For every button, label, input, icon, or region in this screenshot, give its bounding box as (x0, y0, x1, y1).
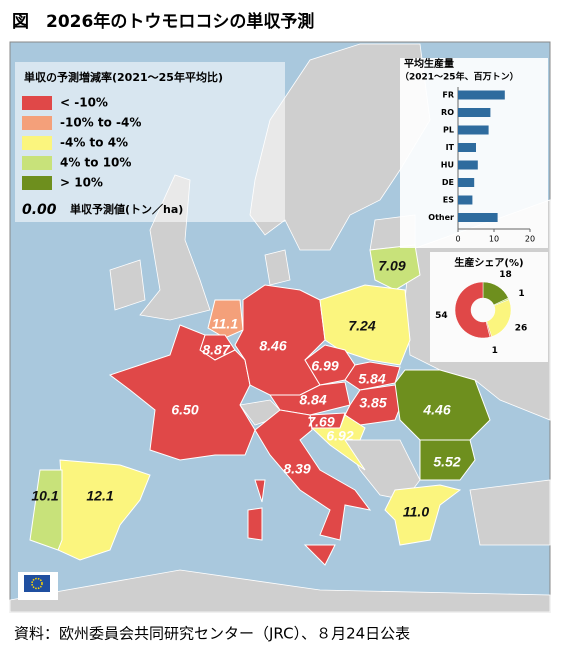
legend-swatch (22, 96, 52, 110)
x-tick-label: 20 (525, 235, 535, 244)
pie-label: 54 (435, 311, 448, 321)
legend-label: -10% to -4% (60, 116, 141, 130)
region-label: 11.1 (212, 316, 238, 332)
region-label: 8.46 (259, 338, 286, 354)
region-label: 6.99 (311, 358, 338, 374)
region-label: 5.84 (358, 371, 385, 387)
bar (458, 195, 473, 205)
region-label: 12.1 (86, 488, 113, 504)
legend-title: 単収の予測増減率(2021～25年平均比) (24, 70, 223, 84)
pie-inset (430, 252, 548, 362)
y-tick-label: DE (442, 178, 454, 187)
region-label: 10.1 (31, 488, 58, 504)
bar (458, 90, 505, 100)
page-title: 図 2026年のトウモロコシの単収予測 (12, 11, 314, 32)
legend-sample: 0.00 (22, 202, 57, 218)
legend-note: 単収予測値(トン／ha) (70, 202, 183, 216)
region-label: 5.52 (433, 454, 460, 470)
pie-label: 1 (492, 346, 498, 356)
bar (458, 160, 478, 170)
bar (458, 213, 498, 222)
region-label: 7.69 (307, 414, 334, 430)
legend-label: 4% to 10% (60, 156, 131, 170)
bar (458, 125, 489, 135)
legend-swatch (22, 116, 52, 130)
legend-swatch (22, 176, 52, 190)
region-label: 3.85 (359, 395, 386, 411)
region-label: 8.84 (299, 392, 326, 408)
legend-box (15, 62, 285, 222)
pie-slice (454, 281, 491, 339)
region-label: 4.46 (422, 402, 450, 418)
inset-title: 平均生産量 (404, 57, 454, 70)
pie-label: 26 (515, 323, 528, 333)
legend-label: -4% to 4% (60, 136, 128, 150)
pie-label: 18 (499, 270, 512, 280)
y-tick-label: PL (443, 126, 454, 135)
countries (29, 244, 491, 566)
inset-title: 生産シェア(%) (454, 256, 523, 269)
region-label: 8.87 (202, 342, 230, 358)
region-label: 6.92 (326, 428, 353, 444)
x-tick-label: 0 (455, 235, 460, 244)
y-tick-label: HU (441, 161, 454, 170)
region-label: 8.39 (283, 461, 310, 477)
y-tick-label: IT (446, 143, 455, 152)
eu-logo (18, 572, 58, 600)
region-label: 7.24 (348, 318, 375, 334)
x-tick-label: 10 (489, 235, 499, 244)
y-tick-label: RO (441, 108, 454, 117)
legend: 単収の予測増減率(2021～25年平均比) 0.00 単収予測値(トン／ha) (15, 62, 285, 222)
source: 資料：欧州委員会共同研究センター（JRC）、８月24日公表 (14, 625, 410, 643)
y-tick-label: ES (443, 196, 454, 205)
bar (458, 178, 475, 187)
bar (458, 108, 491, 117)
bar (458, 143, 476, 152)
legend-label: > 10% (60, 176, 103, 190)
inset-subtitle: （2021～25年、百万トン） (400, 71, 519, 83)
region-label: 11.0 (403, 504, 429, 520)
region-labels: 7.09 11.1 8.87 6.50 8.46 7.24 6.99 5.84 … (31, 258, 460, 520)
y-tick-label: Other (428, 213, 454, 222)
region-label: 6.50 (171, 402, 198, 418)
legend-swatch (22, 156, 52, 170)
legend-swatch (22, 136, 52, 150)
legend-label: < -10% (60, 96, 108, 110)
pie-label: 1 (518, 289, 524, 299)
region-label: 7.09 (378, 258, 405, 274)
y-tick-label: FR (442, 91, 454, 100)
